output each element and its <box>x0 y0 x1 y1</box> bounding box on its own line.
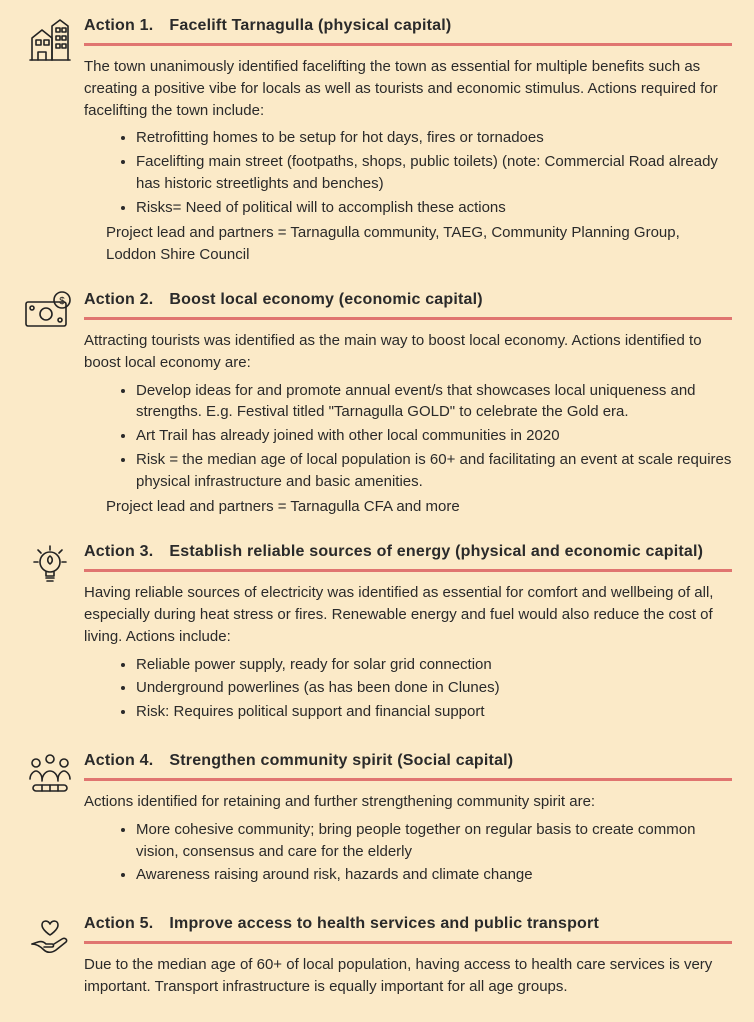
lightbulb-icon <box>26 542 74 597</box>
action-intro: Attracting tourists was identified as th… <box>84 330 732 374</box>
content-col: Action 5. Improve access to health servi… <box>84 912 732 1004</box>
action-intro: Actions identified for retaining and fur… <box>84 791 732 813</box>
action-number: Action 4. <box>84 749 153 772</box>
bullet-item: Reliable power supply, ready for solar g… <box>136 654 732 676</box>
action-intro: Having reliable sources of electricity w… <box>84 582 732 647</box>
bullet-item: Retrofitting homes to be setup for hot d… <box>136 127 732 149</box>
action-intro: Due to the median age of 60+ of local po… <box>84 954 732 998</box>
icon-col <box>16 540 84 597</box>
icon-col: $ <box>16 288 84 339</box>
icon-col <box>16 749 84 800</box>
action-heading: Action 2. Boost local economy (economic … <box>84 288 732 320</box>
action-block: $ Action 2. Boost local economy (economi… <box>16 288 732 518</box>
action-number: Action 5. <box>84 912 153 935</box>
action-number: Action 2. <box>84 288 153 311</box>
action-heading: Action 4. Strengthen community spirit (S… <box>84 749 732 781</box>
action-block: Action 4. Strengthen community spirit (S… <box>16 749 732 890</box>
bullet-item: Art Trail has already joined with other … <box>136 425 732 447</box>
care-icon <box>26 914 74 969</box>
action-heading: Action 3. Establish reliable sources of … <box>84 540 732 572</box>
content-col: Action 1. Facelift Tarnagulla (physical … <box>84 14 732 266</box>
action-bullets: More cohesive community; bring people to… <box>84 819 732 886</box>
bullet-item: Risk: Requires political support and fin… <box>136 701 732 723</box>
action-block: Action 5. Improve access to health servi… <box>16 912 732 1004</box>
action-footer: Project lead and partners = Tarnagulla C… <box>84 496 732 518</box>
bullet-item: Underground powerlines (as has been done… <box>136 677 732 699</box>
bullet-item: Develop ideas for and promote annual eve… <box>136 380 732 424</box>
action-bullets: Retrofitting homes to be setup for hot d… <box>84 127 732 218</box>
money-icon: $ <box>22 290 78 339</box>
bullet-item: Risk = the median age of local populatio… <box>136 449 732 493</box>
bullet-item: Risks= Need of political will to accompl… <box>136 197 732 219</box>
icon-col <box>16 14 84 71</box>
action-number: Action 3. <box>84 540 153 563</box>
action-title: Establish reliable sources of energy (ph… <box>169 540 703 563</box>
action-bullets: Reliable power supply, ready for solar g… <box>84 654 732 723</box>
action-title: Facelift Tarnagulla (physical capital) <box>169 14 451 37</box>
action-intro: The town unanimously identified facelift… <box>84 56 732 121</box>
action-title: Strengthen community spirit (Social capi… <box>169 749 513 772</box>
buildings-icon <box>26 16 74 71</box>
action-block: Action 1. Facelift Tarnagulla (physical … <box>16 14 732 266</box>
action-heading: Action 1. Facelift Tarnagulla (physical … <box>84 14 732 46</box>
action-block: Action 3. Establish reliable sources of … <box>16 540 732 727</box>
action-bullets: Develop ideas for and promote annual eve… <box>84 380 732 493</box>
svg-text:$: $ <box>59 296 65 307</box>
content-col: Action 2. Boost local economy (economic … <box>84 288 732 518</box>
action-number: Action 1. <box>84 14 153 37</box>
bullet-item: More cohesive community; bring people to… <box>136 819 732 863</box>
action-heading: Action 5. Improve access to health servi… <box>84 912 732 944</box>
community-icon <box>22 751 78 800</box>
action-footer: Project lead and partners = Tarnagulla c… <box>84 222 732 266</box>
action-title: Boost local economy (economic capital) <box>169 288 482 311</box>
content-col: Action 3. Establish reliable sources of … <box>84 540 732 727</box>
bullet-item: Facelifting main street (footpaths, shop… <box>136 151 732 195</box>
bullet-item: Awareness raising around risk, hazards a… <box>136 864 732 886</box>
action-title: Improve access to health services and pu… <box>169 912 599 935</box>
content-col: Action 4. Strengthen community spirit (S… <box>84 749 732 890</box>
icon-col <box>16 912 84 969</box>
